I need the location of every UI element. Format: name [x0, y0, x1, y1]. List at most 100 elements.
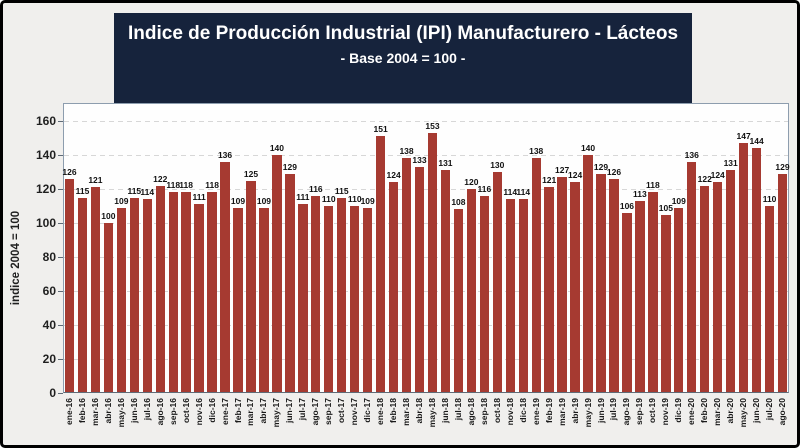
bar [738, 143, 749, 392]
bar-value-label: 115 [75, 185, 90, 196]
y-tick-label: 160 [35, 114, 56, 128]
bar [687, 161, 697, 392]
y-axis-tick [58, 155, 63, 156]
bar-value-label: 122 [153, 173, 168, 184]
bar-value-label: 121 [88, 175, 103, 186]
bar-value-label: 124 [386, 170, 401, 181]
x-tick-label: mar-20 [712, 398, 723, 426]
bar-value-label: 118 [646, 180, 660, 191]
chart-title-box: Indice de Producción Industrial (IPI) Ma… [114, 13, 692, 105]
x-tick-label: feb-20 [699, 398, 710, 424]
bar [466, 189, 477, 392]
bar [583, 155, 593, 392]
bar [194, 204, 204, 392]
bar-value-label: 122 [697, 173, 712, 184]
x-tick-label: jul-19 [608, 398, 619, 421]
x-tick-label: feb-17 [232, 398, 243, 424]
bar [311, 195, 321, 392]
x-tick-label: jun-17 [284, 398, 295, 424]
bar [168, 192, 178, 392]
bar-value-label: 105 [658, 202, 673, 213]
gridline [64, 121, 788, 122]
x-tick-label: ago-20 [777, 398, 788, 426]
bar-value-label: 106 [619, 200, 635, 211]
bar [77, 197, 88, 392]
bar-value-label: 116 [308, 183, 323, 194]
x-tick-label: oct-17 [336, 398, 347, 424]
y-axis-tick [58, 257, 63, 258]
bar [648, 192, 658, 392]
bar-value-label: 147 [736, 131, 751, 142]
bar-value-label: 118 [205, 180, 219, 191]
y-axis-tick [58, 291, 63, 292]
x-tick-label: jun-18 [439, 398, 450, 424]
bar-value-label: 113 [633, 188, 647, 199]
bar [725, 170, 736, 392]
bar-value-label: 114 [516, 187, 531, 198]
bar [259, 207, 269, 392]
x-tick-label: jul-16 [141, 398, 152, 421]
y-tick-label: 20 [42, 352, 56, 366]
x-tick-label: may-17 [271, 398, 282, 428]
chart-title: Indice de Producción Industrial (IPI) Ma… [127, 23, 679, 44]
bar-value-label: 138 [399, 146, 414, 157]
bar [518, 199, 528, 392]
bar [142, 199, 152, 392]
x-tick-label: ago-17 [310, 398, 321, 426]
x-tick-label: jun-19 [595, 398, 606, 424]
bar [116, 207, 126, 392]
bar [427, 132, 438, 392]
bar-value-label: 144 [749, 136, 764, 147]
x-tick-label: may-18 [426, 398, 437, 428]
bar [298, 204, 308, 392]
bar-value-label: 140 [580, 143, 596, 153]
x-tick-label: ene-19 [530, 398, 541, 425]
bar-value-label: 126 [606, 166, 622, 177]
bar-value-label: 136 [684, 149, 699, 160]
x-tick-label: may-19 [582, 398, 593, 428]
x-tick-label: ago-19 [621, 398, 632, 426]
x-tick-label: oct-19 [647, 398, 658, 424]
bar-value-label: 110 [321, 194, 336, 204]
x-tick-label: ene-20 [686, 398, 697, 425]
x-tick-label: oct-18 [491, 398, 502, 424]
bar [635, 200, 645, 392]
bar-value-label: 109 [256, 195, 272, 206]
bar [479, 195, 489, 392]
y-axis-tick [58, 121, 63, 122]
y-tick-label: 0 [49, 386, 56, 400]
y-tick-label: 140 [35, 148, 56, 162]
bar [362, 207, 373, 392]
bar-value-label: 131 [438, 158, 453, 169]
chart-subtitle: - Base 2004 = 100 - [340, 50, 466, 66]
x-tick-label: nov-17 [349, 398, 360, 426]
bar-value-label: 129 [593, 161, 609, 172]
bar-value-label: 121 [542, 175, 557, 186]
bar [622, 212, 632, 392]
bar [272, 155, 282, 392]
x-tick-label: abr-18 [414, 398, 425, 424]
bar [777, 173, 788, 392]
bar-value-label: 140 [269, 143, 284, 153]
x-tick-label: dic-19 [673, 398, 684, 423]
gridline [64, 291, 788, 292]
bar [557, 177, 567, 392]
x-tick-label: feb-18 [388, 398, 399, 424]
bar-value-label: 153 [425, 120, 440, 131]
bar-value-label: 108 [451, 197, 466, 208]
bar-value-label: 130 [490, 160, 505, 170]
y-axis-tick [58, 393, 63, 394]
bar [285, 173, 295, 392]
y-tick-label: 100 [35, 216, 56, 230]
gridline [64, 189, 788, 190]
bar [181, 192, 191, 392]
bar-value-label: 136 [217, 149, 233, 160]
x-tick-label: may-16 [115, 398, 126, 428]
bar-value-label: 109 [114, 195, 129, 206]
gridline [64, 359, 788, 360]
bar-value-label: 133 [412, 154, 427, 165]
x-tick-label: abr-20 [725, 398, 736, 424]
x-tick-label: dic-17 [362, 398, 373, 423]
x-tick-label: jun-16 [128, 398, 139, 424]
